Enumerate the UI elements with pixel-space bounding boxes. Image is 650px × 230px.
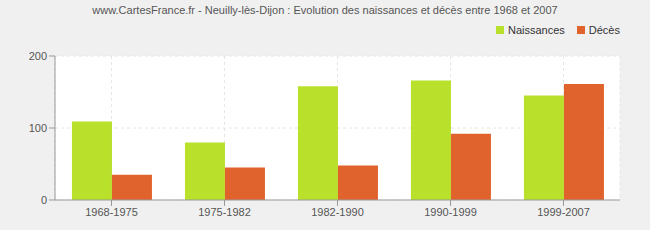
html-text:Naissances: Naissances — [508, 24, 565, 36]
svg-text:1990-1999: 1990-1999 — [424, 206, 477, 218]
svg-text:1968-1975: 1968-1975 — [85, 206, 138, 218]
html-text:www.CartesFrance.fr - Neuilly-: www.CartesFrance.fr - Neuilly-lès-Dijon … — [92, 4, 558, 16]
svg-text:100: 100 — [29, 122, 47, 134]
svg-text:1999-2007: 1999-2007 — [537, 206, 590, 218]
svg-text:1975-1982: 1975-1982 — [198, 206, 251, 218]
svg-text:1982-1990: 1982-1990 — [311, 206, 364, 218]
svg-text:0: 0 — [41, 194, 47, 206]
svg-text:200: 200 — [29, 50, 47, 62]
html-text:Décès: Décès — [588, 24, 620, 36]
